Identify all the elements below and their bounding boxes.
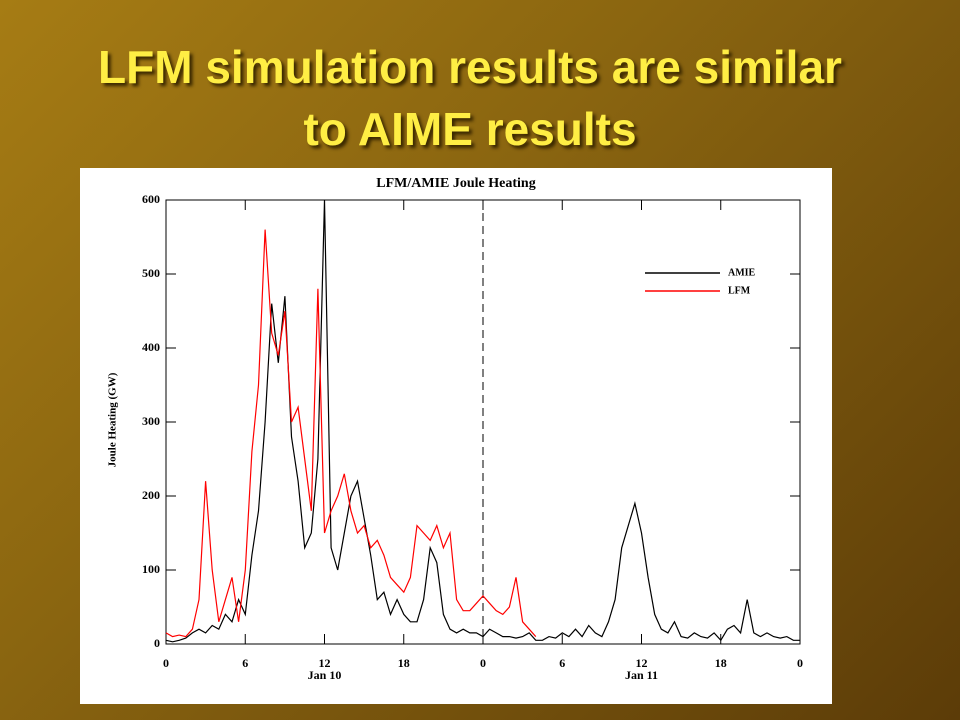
chart: LFM/AMIE Joule Heating Joule Heating (GW… [80,168,832,704]
slide-title: LFM simulation results are similar [98,41,842,93]
x-tick-label: 6 [559,656,565,670]
chart-background [80,168,832,704]
x-tick-label: 12 [319,656,331,670]
y-tick-label: 400 [142,340,160,354]
legend-label: AMIE [728,267,756,278]
y-tick-label: 200 [142,488,160,502]
series-line [165,199,800,643]
slide-title: to AIME results [303,103,637,155]
x-tick-label: 6 [242,656,248,670]
y-axis-label: Joule Heating (GW) [107,372,119,467]
y-tick-label: 600 [142,192,160,206]
x-tick-label: 18 [715,656,727,670]
x-tick-label: 0 [163,656,169,670]
legend-label: LFM [728,285,751,296]
y-tick-label: 100 [142,562,160,576]
y-tick-label: 300 [142,414,160,428]
y-tick-label: 500 [142,266,160,280]
chart-title: LFM/AMIE Joule Heating [376,176,535,191]
y-tick-label: 0 [154,636,160,650]
date-annotation: Jan 10 [308,668,342,682]
x-tick-label: 0 [797,656,803,670]
date-annotation: Jan 11 [625,668,658,682]
x-tick-label: 18 [398,656,410,670]
series-line [165,229,537,638]
x-tick-label: 0 [480,656,486,670]
x-tick-label: 12 [636,656,648,670]
